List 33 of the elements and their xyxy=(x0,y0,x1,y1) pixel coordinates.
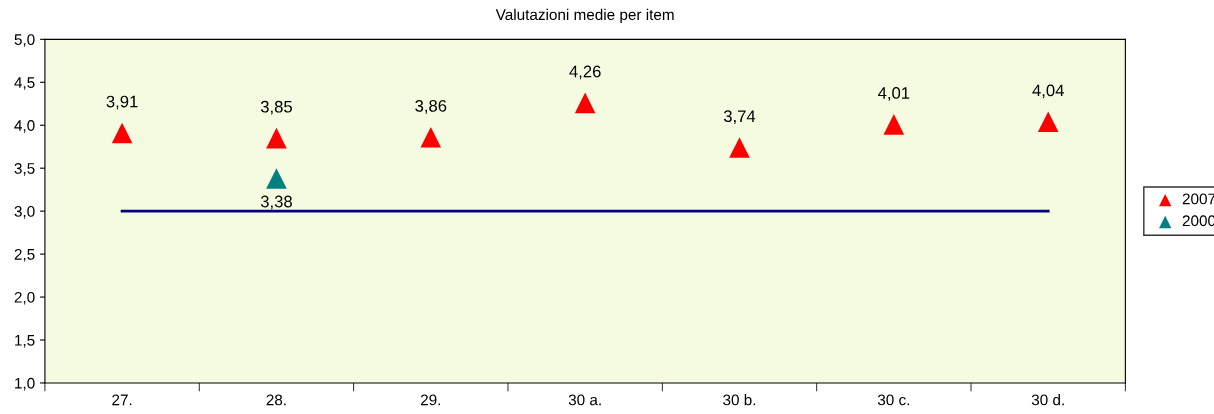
y-tick-label: 1,0 xyxy=(15,377,35,391)
x-tick-label: 28. xyxy=(266,394,286,406)
y-tick-label: 2,5 xyxy=(14,248,35,262)
y-tick-label: 5,0 xyxy=(14,34,35,47)
data-label: 4,26 xyxy=(569,65,601,80)
point xyxy=(266,127,287,149)
chart-title: Valutazioni medie per item xyxy=(495,8,674,24)
point xyxy=(266,168,287,189)
x-tick-label: 30 b. xyxy=(723,394,756,406)
x-tick-label: 30 a. xyxy=(568,394,601,406)
point xyxy=(111,122,133,144)
data-label: 3,91 xyxy=(106,95,138,110)
y-tick-label: 2,0 xyxy=(14,291,35,305)
y-tick-label: 4,5 xyxy=(14,77,35,90)
data-label: 3,85 xyxy=(260,100,292,115)
point xyxy=(574,92,596,114)
y-tick-label: 3,5 xyxy=(14,163,35,176)
data-label: 4,01 xyxy=(878,87,910,101)
point xyxy=(420,126,442,148)
point xyxy=(729,137,750,158)
data-label: 3,38 xyxy=(260,195,292,210)
y-tick-label: 4,0 xyxy=(14,120,35,133)
y-tick-label: 1,5 xyxy=(15,335,35,348)
data-label: 3,86 xyxy=(415,99,447,114)
x-tick-label: 30 c. xyxy=(877,394,910,406)
data-label: 3,74 xyxy=(723,110,756,125)
data-label: 4,04 xyxy=(1032,84,1064,99)
x-tick-label: 29. xyxy=(420,394,441,406)
point xyxy=(883,114,905,135)
y-tick-label: 3,0 xyxy=(14,206,35,219)
x-tick-label: 27. xyxy=(112,394,132,406)
point xyxy=(1037,111,1059,133)
x-tick-label: 30 d. xyxy=(1031,394,1064,406)
